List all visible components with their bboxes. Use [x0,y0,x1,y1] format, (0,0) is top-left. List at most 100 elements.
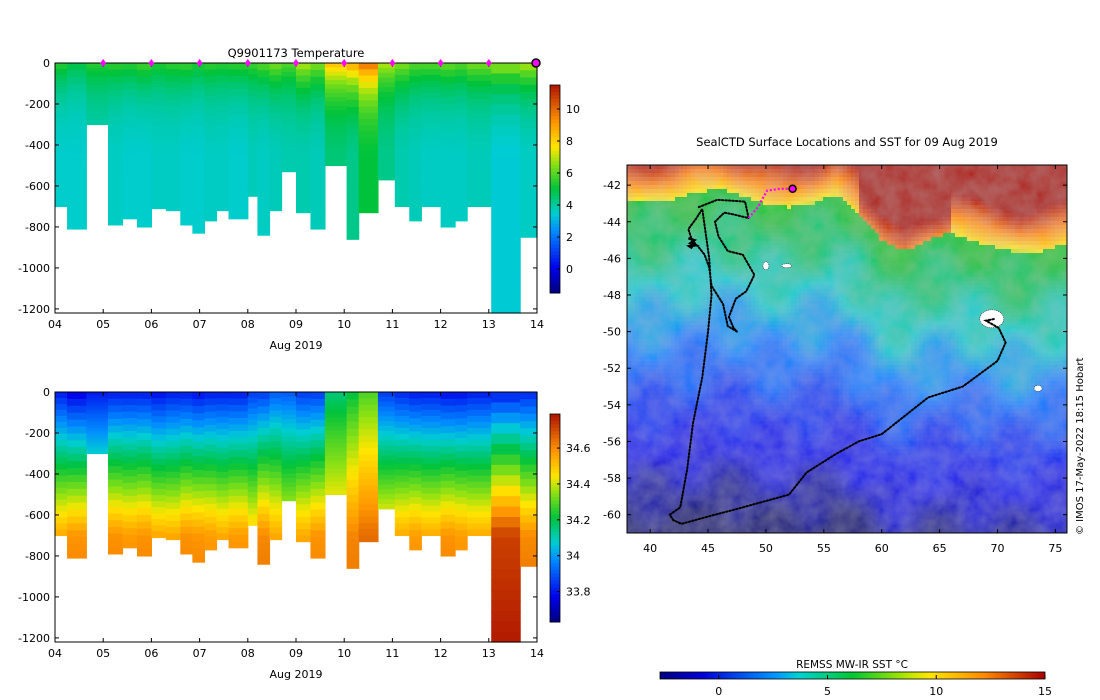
profile-19-cell [324,80,348,85]
sst-pixel [655,221,660,226]
sst-pixel [1059,241,1064,246]
sst-pixel [1059,201,1064,206]
sst-pixel [951,261,956,266]
profile-22-cell [377,406,396,413]
profile-7-cell [165,471,181,479]
sst-pixel [923,221,928,226]
sst-pixel [767,213,772,218]
sst-pixel [779,177,784,182]
sst-pixel [875,269,880,274]
profile-16-cell [281,441,297,447]
sst-pixel [839,257,844,262]
sst-pixel [931,241,936,246]
sst-pixel [1035,201,1040,206]
sst-pixel [827,193,832,198]
sst-pixel [859,237,864,242]
profile-18-cell [310,474,326,483]
sst-pixel [679,225,684,230]
profile-26-cell [440,426,456,434]
sst-pixel [827,253,832,258]
sst-pixel [927,181,932,186]
sst-pixel [911,165,916,170]
sst-pixel [983,209,988,214]
sst-pixel [895,177,900,182]
sst-pixel [747,229,752,234]
profile-10-cell [204,392,218,400]
colorbar-swatch [550,98,560,103]
profile-23-cell [394,182,410,190]
sst-pixel [903,273,908,278]
profile-25-cell [421,397,442,405]
sst-pixel [1011,209,1016,214]
profile-1-cell [67,537,87,545]
sst-pixel [927,193,932,198]
sst-pixel [799,241,804,246]
profile-4-cell [122,476,138,484]
profile-1-cell [67,201,87,209]
profile-10-cell [204,438,218,446]
sst-pixel [647,237,652,242]
sst-pixel [731,189,736,194]
profile-17-cell [296,416,312,424]
sst-pixel [655,253,660,258]
profile-24-cell [409,194,422,202]
profile-25-cell [421,487,442,495]
profile-11-cell [216,441,230,448]
sst-pixel [727,201,732,206]
sst-pixel [951,269,956,274]
sst-pixel [887,245,892,250]
profile-28-cell [467,128,492,136]
profile-2-cell [86,86,109,90]
profile-2-cell [86,96,109,100]
sst-pixel [951,237,956,242]
sst-pixel [755,233,760,238]
sst-pixel [1011,213,1016,218]
profile-6-cell [151,525,167,533]
profile-14-cell [257,120,271,129]
profile-17-cell [296,175,312,183]
profile-2-cell [86,422,109,426]
sst-pixel [827,229,832,234]
profile-12-cell [228,502,249,510]
sst-pixel [819,261,824,266]
sst-pixel [779,245,784,250]
profile-19-cell [324,456,348,461]
sst-pixel [1019,265,1024,270]
profile-12-cell [228,179,249,187]
profile-10-cell [204,128,218,136]
profile-1-cell [67,187,87,196]
profile-6-cell [151,105,167,113]
sst-pixel [919,177,924,182]
profile-7-cell [165,155,181,162]
sst-pixel [643,257,648,262]
sst-pixel [647,217,652,222]
profile-0-cell [55,128,68,136]
sst-pixel [1055,213,1060,218]
sst-pixel [851,221,856,226]
sst-pixel [995,209,1000,214]
profile-17-cell [296,187,312,195]
profile-29-cell [491,198,521,210]
sst-pixel [735,189,740,194]
sst-pixel [999,197,1004,202]
sst-pixel [891,185,896,190]
sst-pixel [675,221,680,226]
sst-pixel [1055,205,1060,210]
sst-pixel [999,265,1004,270]
sst-pixel [695,173,700,178]
sst-pixel [1011,237,1016,242]
profile-23-cell [394,511,410,519]
profile-6-cell [151,99,167,107]
sst-pixel [895,189,900,194]
colorbar-swatch [550,420,560,425]
sst-pixel [707,185,712,190]
sst-pixel [771,189,776,194]
sst-pixel [987,265,992,270]
sst-pixel [999,257,1004,262]
sst-pixel [991,229,996,234]
profile-19-cell [324,443,348,449]
sst-pixel [1047,217,1052,222]
profile-2-cell [86,443,109,447]
profile-21-cell [358,398,379,406]
sst-pixel [811,169,816,174]
